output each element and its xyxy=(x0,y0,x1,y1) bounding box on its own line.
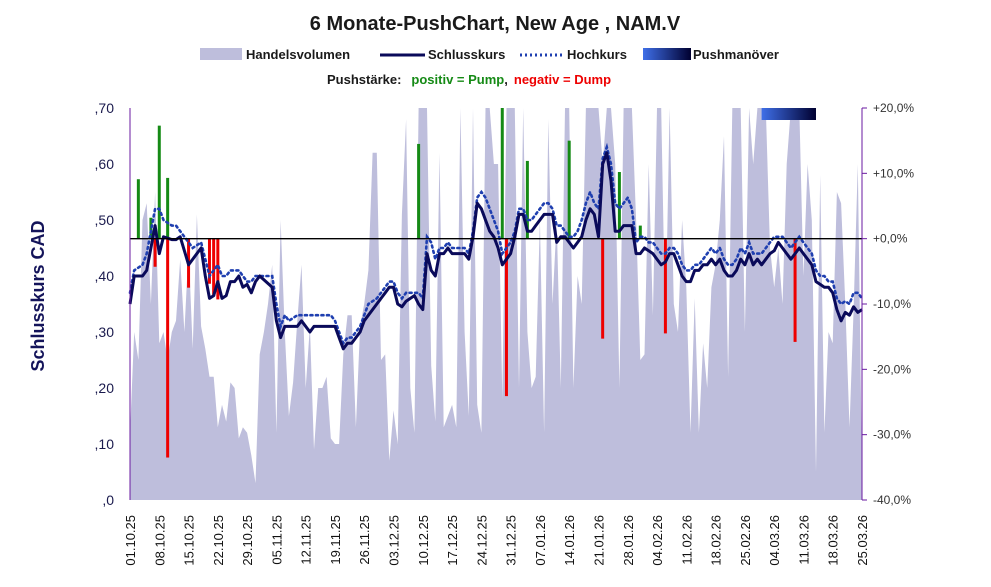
x-tick-label: 31.12.25 xyxy=(504,515,519,566)
x-tick-label: 18.03.26 xyxy=(826,515,841,566)
x-tick-label: 04.02.26 xyxy=(650,515,665,566)
x-tick-label: 01.10.25 xyxy=(123,515,138,566)
pump-bar-2 xyxy=(157,125,161,239)
pump-bar-7 xyxy=(567,140,571,239)
x-tick-label: 08.10.25 xyxy=(152,515,167,566)
legend: Handelsvolumen Schlusskurs Hochkurs Push… xyxy=(200,47,779,62)
y-tick-label: ,40 xyxy=(95,268,115,284)
dump-bar-5 xyxy=(216,238,220,300)
dump-bar-9 xyxy=(793,238,797,342)
x-tick-label: 14.01.26 xyxy=(562,515,577,566)
push-negative-label: negativ = Dump xyxy=(514,72,611,87)
pump-bar-0 xyxy=(136,179,140,239)
x-tick-label: 19.11.25 xyxy=(328,515,343,565)
legend-high-label: Hochkurs xyxy=(567,47,627,62)
y2-tick-label: -30,0% xyxy=(873,428,911,442)
x-tick-label: 24.12.25 xyxy=(474,515,489,566)
y-tick-label: ,20 xyxy=(95,380,115,396)
chart-title: 6 Monate-PushChart, New Age , NAM.V xyxy=(310,13,681,35)
x-tick-label: 12.11.25 xyxy=(299,515,314,565)
y2-tick-label: -40,0% xyxy=(873,493,911,507)
x-tick-label: 10.12.25 xyxy=(416,515,431,566)
volume-area-layer xyxy=(130,108,862,500)
dump-bar-8 xyxy=(663,238,667,334)
volume-area xyxy=(130,108,862,500)
x-tick-label: 22.10.25 xyxy=(211,515,226,566)
push-zone-layer xyxy=(761,108,816,120)
pump-bar-8 xyxy=(617,172,621,239)
y2-tick-label: +20,0% xyxy=(873,101,914,115)
x-tick-label: 18.02.26 xyxy=(709,515,724,566)
push-strength-prefix: Pushstärke: xyxy=(327,72,401,87)
pump-bar-9 xyxy=(638,225,642,239)
y2-tick-label: +0,0% xyxy=(873,232,908,246)
legend-push-label: Pushmanöver xyxy=(693,47,779,62)
legend-volume-swatch xyxy=(200,48,242,60)
y-tick-label: ,30 xyxy=(95,324,115,340)
x-tick-label: 03.12.25 xyxy=(387,515,402,566)
dump-bar-3 xyxy=(207,238,211,284)
legend-push-swatch xyxy=(643,48,691,60)
price-lines-layer xyxy=(128,142,864,351)
dump-bar-6 xyxy=(504,238,508,397)
x-tick-label: 15.10.25 xyxy=(182,515,197,566)
axes-layer: ,0 ,10 ,20 ,30 ,40 ,50 ,60 ,70 -40,0% -30,0% -20,0… xyxy=(95,100,915,566)
y-tick-label: ,60 xyxy=(95,156,115,172)
pump-bar-4 xyxy=(417,143,421,239)
y2-tick-label: -10,0% xyxy=(873,297,911,311)
x-tick-label: 21.01.26 xyxy=(591,515,606,566)
y-tick-label: ,50 xyxy=(95,212,115,228)
x-tick-label: 17.12.25 xyxy=(445,515,460,566)
push-strength-legend: Pushstärke: positiv = Pump, negativ = Dump xyxy=(327,72,611,87)
y-axis-label: Schlusskurs CAD xyxy=(28,220,48,371)
dump-bar-4 xyxy=(212,238,216,297)
y-tick-label: ,70 xyxy=(95,100,115,116)
x-tick-label: 11.02.26 xyxy=(679,515,694,565)
y-tick-label: ,10 xyxy=(95,436,115,452)
y-tick-label: ,0 xyxy=(102,492,114,508)
x-tick-label: 28.01.26 xyxy=(621,515,636,566)
dump-bar-0 xyxy=(153,238,157,267)
close-price-line xyxy=(128,151,863,351)
dump-bar-7 xyxy=(601,238,605,339)
x-tick-label: 11.03.26 xyxy=(796,515,811,565)
x-tick-label: 07.01.26 xyxy=(533,515,548,566)
dump-bar-1 xyxy=(166,238,170,458)
x-tick-label: 29.10.25 xyxy=(240,515,255,566)
x-tick-label: 25.03.26 xyxy=(855,515,870,566)
legend-volume-label: Handelsvolumen xyxy=(246,47,350,62)
x-tick-label: 26.11.25 xyxy=(357,515,372,565)
pump-bar-5 xyxy=(500,108,504,239)
push-separator: , xyxy=(504,72,508,87)
pump-bar-3 xyxy=(166,177,170,239)
y2-tick-label: +10,0% xyxy=(873,166,914,180)
legend-close-label: Schlusskurs xyxy=(428,47,505,62)
push-positive-label: positiv = Pump xyxy=(411,72,504,87)
x-tick-label: 25.02.26 xyxy=(738,515,753,566)
y2-tick-label: -20,0% xyxy=(873,362,911,376)
x-tick-label: 04.03.26 xyxy=(767,515,782,566)
push-bars-layer xyxy=(136,108,797,458)
push-zone-0 xyxy=(761,108,816,120)
x-tick-label: 05.11.25 xyxy=(269,515,284,565)
pump-bar-6 xyxy=(525,160,529,239)
